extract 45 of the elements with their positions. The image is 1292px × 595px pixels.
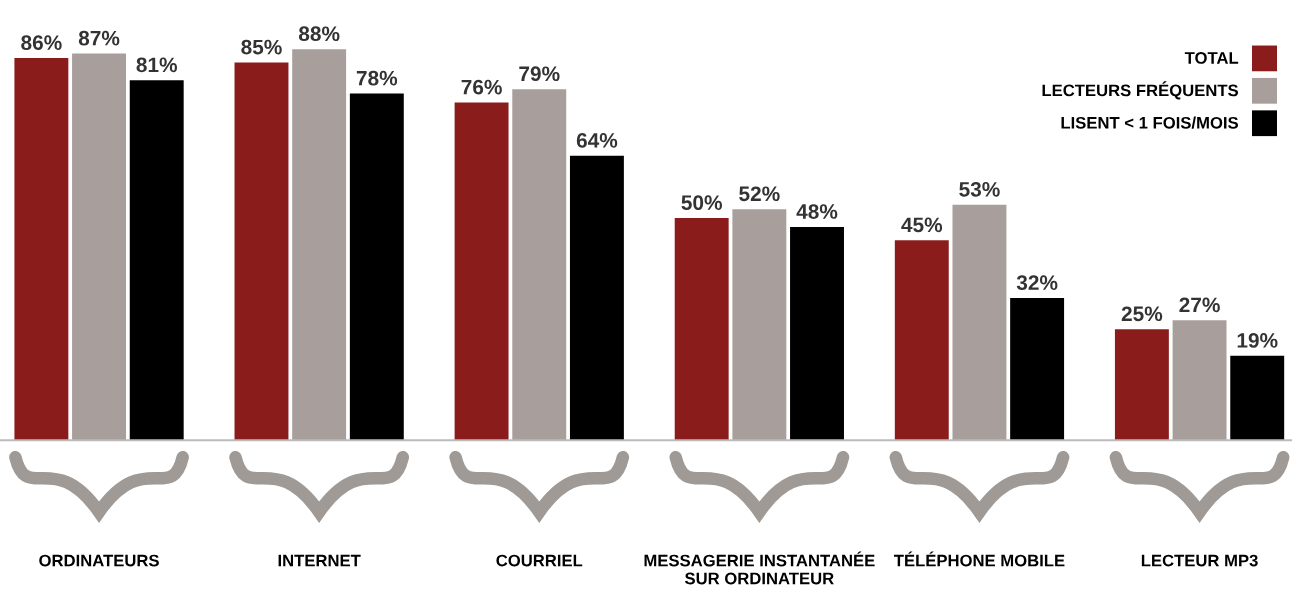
data-label: 87% xyxy=(78,30,120,46)
bar xyxy=(674,218,729,441)
data-label: 88% xyxy=(298,26,340,42)
bar xyxy=(454,102,509,441)
bar xyxy=(349,93,404,441)
data-label: 85% xyxy=(241,39,282,55)
legend-label: LISENT < 1 FOIS/MOIS xyxy=(1061,116,1239,129)
data-label: 50% xyxy=(681,195,722,211)
bar xyxy=(569,155,624,441)
bar xyxy=(1010,298,1065,441)
bar xyxy=(790,226,844,441)
data-label: 78% xyxy=(356,70,398,86)
x-tick-label: LECTEUR MP3 xyxy=(1141,554,1258,567)
bar xyxy=(234,62,289,441)
bar xyxy=(952,204,1007,441)
data-label: 76% xyxy=(461,79,502,95)
x-tick-label: MESSAGERIE INSTANTANÉE SUR ORDINATEUR xyxy=(644,551,875,585)
data-label: 53% xyxy=(959,181,1000,197)
data-label: 25% xyxy=(1121,306,1163,322)
data-label: 19% xyxy=(1237,333,1278,348)
x-tick-label: ORDINATEURS xyxy=(39,554,159,567)
bar xyxy=(1172,320,1227,441)
bar xyxy=(292,49,347,441)
x-tick-label: COURRIEL xyxy=(496,554,583,567)
data-label: 81% xyxy=(136,57,178,73)
bar xyxy=(1230,355,1285,441)
bar xyxy=(14,58,69,441)
data-label: 79% xyxy=(519,66,560,82)
legend-label: TOTAL xyxy=(1184,52,1239,64)
bar xyxy=(1114,329,1169,441)
x-tick-label: INTERNET xyxy=(278,554,361,567)
data-label: 32% xyxy=(1016,275,1058,291)
data-label: 86% xyxy=(21,35,62,50)
data-label: 48% xyxy=(796,204,838,219)
data-label: 64% xyxy=(576,133,618,148)
bar xyxy=(72,53,127,441)
data-label: 52% xyxy=(739,186,780,202)
data-label: 45% xyxy=(901,217,943,233)
x-tick-label: TÉLÉPHONE MOBILE xyxy=(893,551,1065,567)
bar xyxy=(512,89,567,441)
bar xyxy=(129,80,184,441)
data-label: 27% xyxy=(1179,297,1220,313)
bar xyxy=(732,209,787,441)
bar xyxy=(894,240,949,441)
legend-label: LECTEURS FRÉQUENTS xyxy=(1042,81,1239,100)
